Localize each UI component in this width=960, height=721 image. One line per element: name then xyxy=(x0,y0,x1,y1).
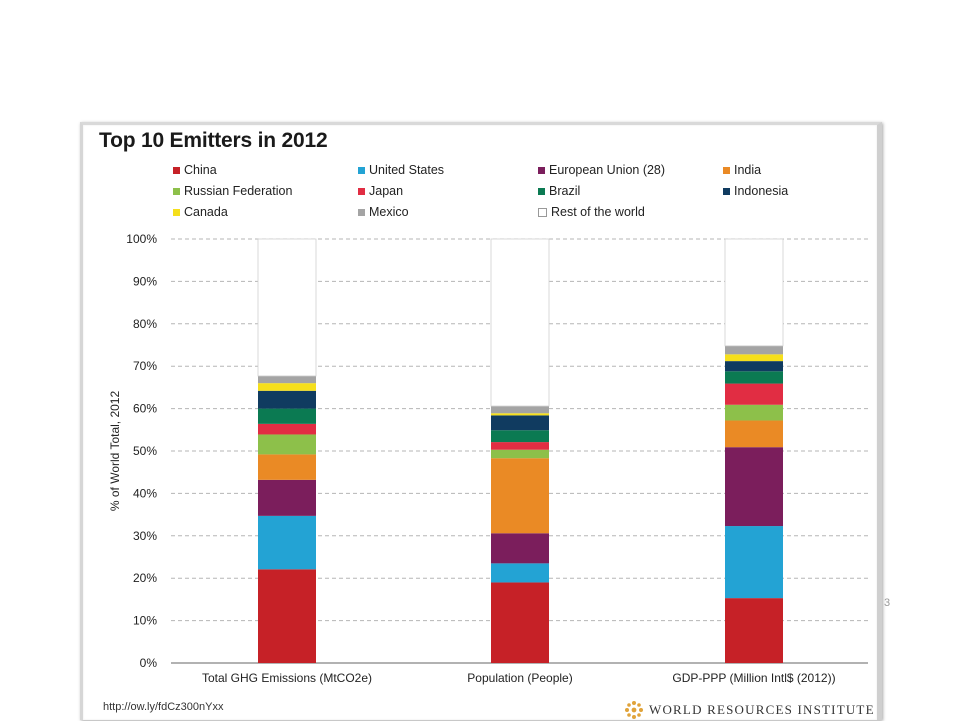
bar-segment xyxy=(725,354,783,362)
legend-label: Mexico xyxy=(369,205,409,219)
bar-segment xyxy=(725,420,783,448)
chart-title: Top 10 Emitters in 2012 xyxy=(99,129,328,152)
wri-logo: WORLD RESOURCES INSTITUTE xyxy=(623,699,875,721)
legend-label: European Union (28) xyxy=(549,163,666,177)
bar-segment xyxy=(258,408,316,424)
bar-segment xyxy=(258,515,316,570)
legend-item: China xyxy=(173,163,217,177)
legend-item: Brazil xyxy=(538,184,580,198)
bar-segment xyxy=(491,458,549,534)
legend-swatch xyxy=(538,166,545,174)
bar-segment xyxy=(258,569,316,663)
y-tick-label: 80% xyxy=(133,317,157,331)
legend-label: Russian Federation xyxy=(184,184,293,198)
wri-name: WORLD RESOURCES INSTITUTE xyxy=(649,702,875,717)
bar-segment xyxy=(725,447,783,527)
bar-segment xyxy=(258,434,316,455)
bar-segment xyxy=(725,404,783,421)
bar-segment xyxy=(725,526,783,599)
x-category-label: GDP-PPP (Million Intl$ (2012)) xyxy=(672,671,835,685)
x-category-label: Population (People) xyxy=(467,671,572,685)
legend-swatch xyxy=(538,207,547,217)
legend-swatch xyxy=(173,166,180,174)
legend-item: European Union (28) xyxy=(538,163,665,177)
wri-emblem-icon xyxy=(625,701,643,719)
bar-segment xyxy=(491,415,549,431)
y-tick-label: 50% xyxy=(133,444,157,458)
y-tick-label: 100% xyxy=(126,232,157,246)
y-tick-label: 0% xyxy=(140,656,158,670)
bar-segment xyxy=(725,383,783,405)
y-tick-label: 10% xyxy=(133,614,157,628)
legend-swatch xyxy=(723,166,730,174)
bar-segment xyxy=(258,423,316,435)
bar-segment xyxy=(258,390,316,409)
legend-swatch xyxy=(358,187,365,195)
y-tick-label: 30% xyxy=(133,529,157,543)
bar-segment xyxy=(258,479,316,516)
legend-label: Japan xyxy=(369,184,404,198)
bar-segment xyxy=(258,383,316,391)
legend-item: Mexico xyxy=(358,205,409,219)
legend-label: Indonesia xyxy=(734,184,789,198)
bar-segment xyxy=(725,345,783,355)
bar-segment xyxy=(725,361,783,372)
bar-segment xyxy=(491,449,549,459)
side-mark: 3 xyxy=(884,597,891,609)
y-tick-label: 40% xyxy=(133,486,157,500)
chart-card: Top 10 Emitters in 2012 China United Stat… xyxy=(80,122,882,720)
x-category-label: Total GHG Emissions (MtCO2e) xyxy=(202,671,372,685)
legend-item: Indonesia xyxy=(723,184,788,198)
bar-segment xyxy=(490,238,550,407)
y-tick-label: 90% xyxy=(133,274,157,288)
legend-item: Japan xyxy=(358,184,403,198)
bar-segment xyxy=(491,563,549,583)
legend-label: China xyxy=(184,163,217,177)
bar-segment xyxy=(258,454,316,480)
bar-segment xyxy=(257,238,317,377)
bar-segment xyxy=(491,442,549,450)
legend-label: India xyxy=(734,163,762,177)
legend-swatch xyxy=(358,208,365,216)
legend-label: Canada xyxy=(184,205,228,219)
legend-swatch xyxy=(538,187,545,195)
legend-label: Brazil xyxy=(549,184,581,198)
legend-swatch xyxy=(723,187,730,195)
stacked-bar-chart: 0% 10% 20% 30% 40% 50% 60% 70% 80% 90% 100% % of Wo… xyxy=(108,232,868,685)
bar-segment xyxy=(725,371,783,384)
legend-item: Russian Federation xyxy=(173,184,292,198)
bar-segment xyxy=(491,430,549,443)
legend-item: Rest of the world xyxy=(538,205,645,219)
y-axis-label: % of World Total, 2012 xyxy=(108,391,122,512)
legend-label: Rest of the world xyxy=(551,205,645,219)
bar-segment xyxy=(725,598,783,663)
legend-label: United States xyxy=(369,163,445,177)
source-url[interactable]: http://ow.ly/fdCz300nYxx xyxy=(103,701,224,713)
legend-swatch xyxy=(173,208,180,216)
legend-item: United States xyxy=(358,163,444,177)
bar-segment xyxy=(491,582,549,663)
y-tick-label: 60% xyxy=(133,402,157,416)
legend-item: Canada xyxy=(173,205,228,219)
legend-item: India xyxy=(723,163,761,177)
y-tick-label: 20% xyxy=(133,571,157,585)
bar-segment xyxy=(491,413,549,416)
bar-segment xyxy=(491,533,549,564)
y-tick-label: 70% xyxy=(133,359,157,373)
bar-segment xyxy=(258,375,316,384)
legend-swatch xyxy=(173,187,180,195)
legend-swatch xyxy=(358,166,365,174)
bar-segment xyxy=(491,406,549,414)
bar-segment xyxy=(724,238,784,347)
